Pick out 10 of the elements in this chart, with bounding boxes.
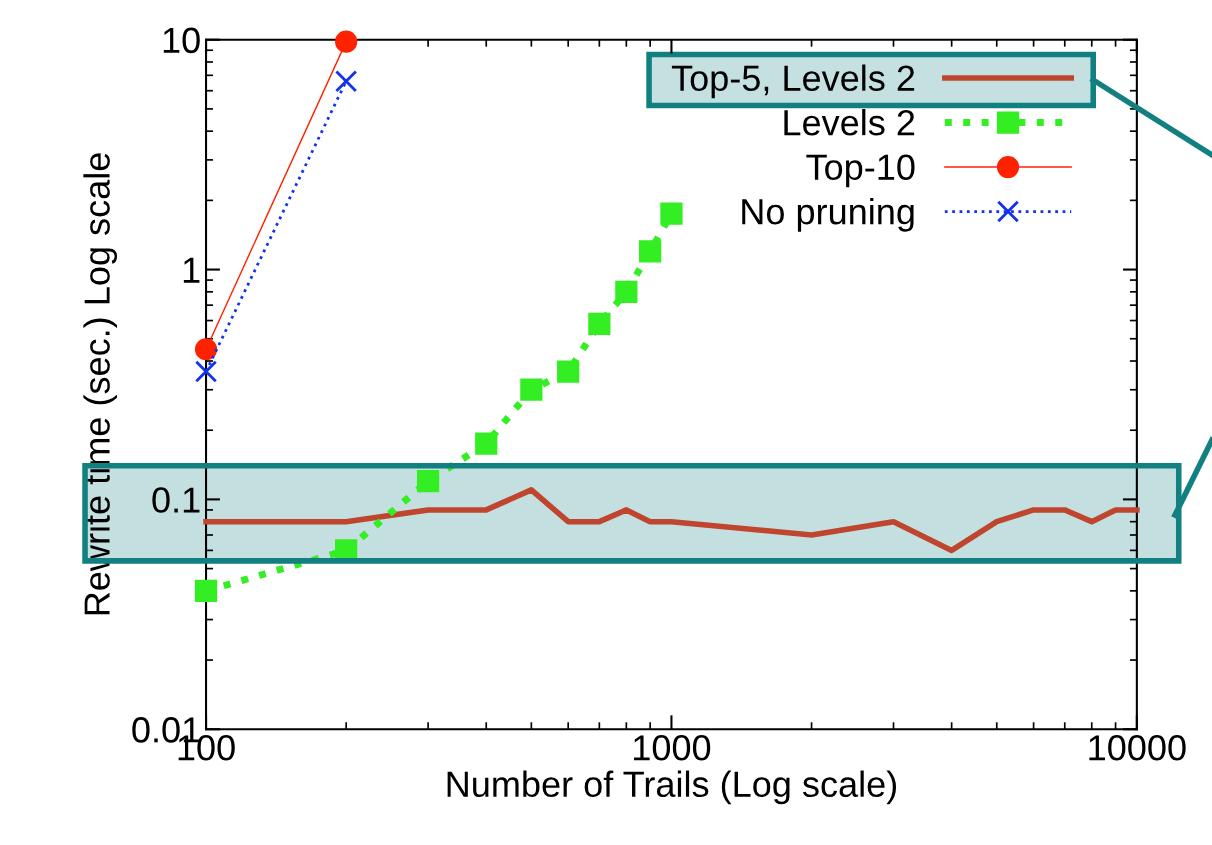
legend-label: No pruning xyxy=(742,197,914,232)
x-axis-title: Number of Trails (Log scale) xyxy=(447,770,896,805)
x-tick-label: 10000 xyxy=(1089,735,1186,761)
y-tick-label: 0.1 xyxy=(152,487,200,513)
x-tick-label: 1000 xyxy=(634,735,711,761)
legend-label: Top-5, Levels 2 xyxy=(671,64,915,99)
y-tick-label: 10 xyxy=(163,27,200,54)
legend-label: Top-10 xyxy=(806,154,915,188)
legend-label: Levels 2 xyxy=(784,109,915,136)
y-tick-label: 1 xyxy=(183,257,200,283)
